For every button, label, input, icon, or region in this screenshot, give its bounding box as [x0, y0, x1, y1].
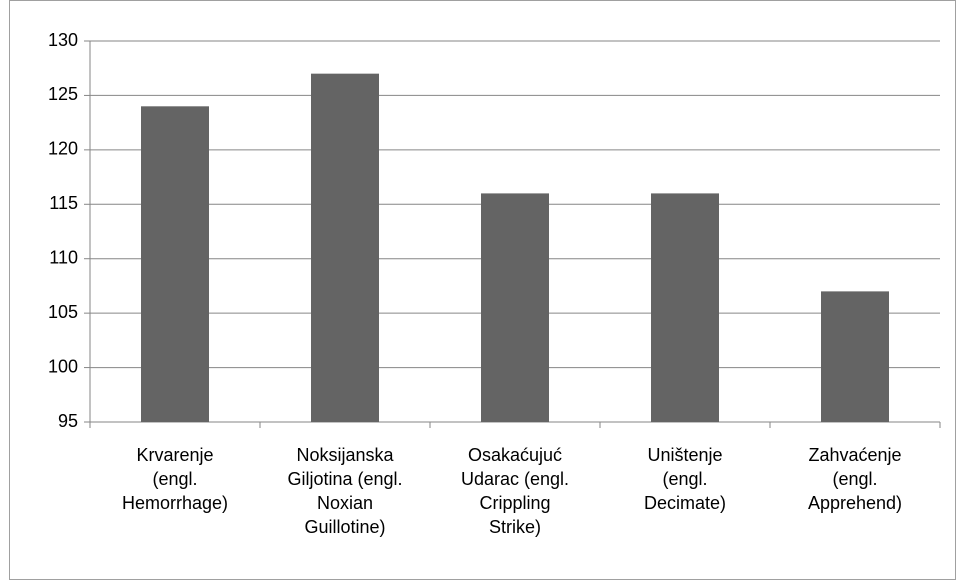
- x-tick-label: Osakaćujuć Udarac (engl. Crippling Strike): [461, 445, 569, 537]
- y-tick-label: 100: [48, 356, 78, 376]
- x-tick-label: Zahvaćenje (engl. Apprehend): [808, 445, 902, 513]
- y-tick-label: 125: [48, 84, 78, 104]
- bar: [141, 106, 209, 423]
- y-tick-label: 120: [48, 139, 78, 159]
- y-tick-label: 115: [49, 193, 78, 213]
- y-tick-label: 95: [58, 411, 78, 431]
- y-tick-label: 110: [49, 247, 78, 267]
- x-tick-label: Krvarenje (engl. Hemorrhage): [122, 445, 228, 513]
- bar: [311, 73, 379, 423]
- x-tick-label: Noksijanska Giljotina (engl. Noxian Guillot…: [287, 445, 402, 537]
- bar: [651, 193, 719, 422]
- y-tick-label: 130: [48, 30, 78, 50]
- x-tick-label: Uništenje (engl. Decimate): [644, 445, 726, 513]
- bar: [481, 193, 549, 422]
- bar: [821, 291, 889, 422]
- y-tick-label: 105: [48, 302, 78, 322]
